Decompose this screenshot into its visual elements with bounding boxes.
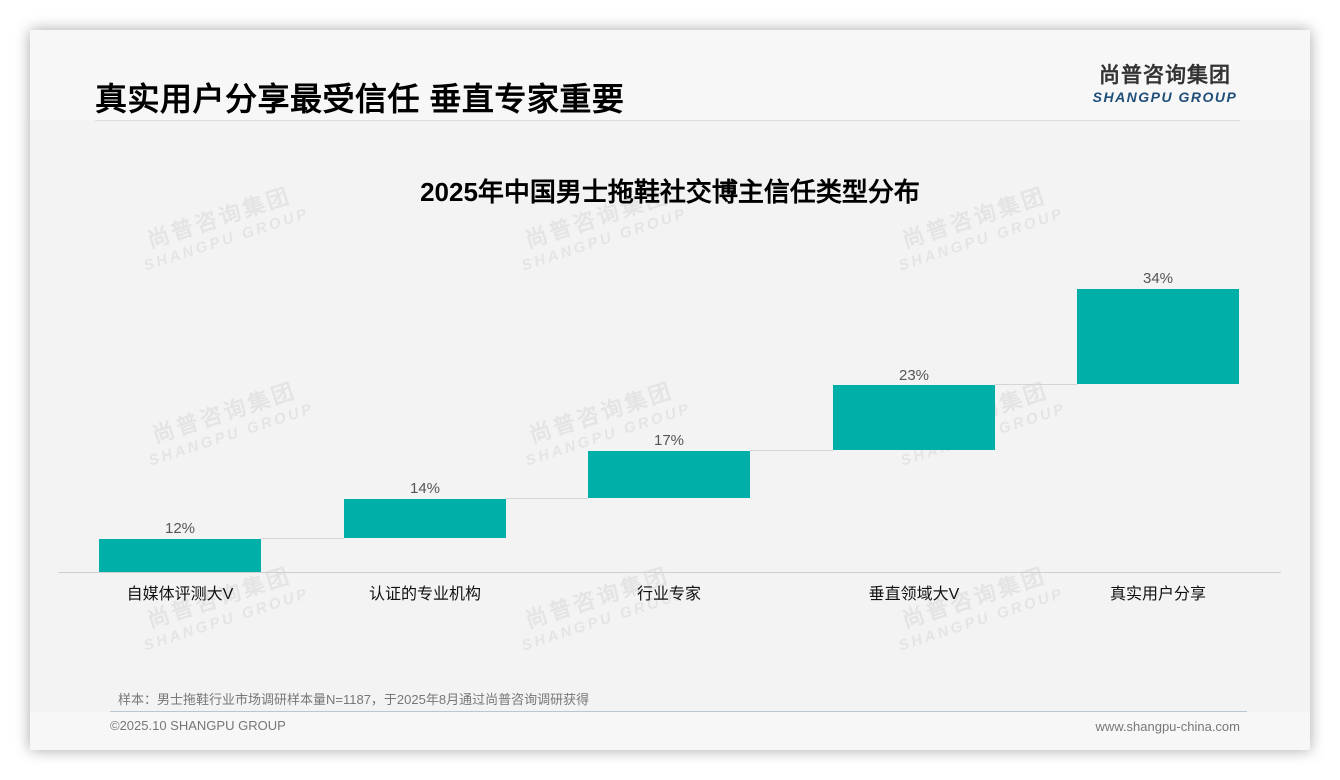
logo-cn-text: 尚普咨询集团 bbox=[1099, 64, 1231, 87]
bar-self-media-kol bbox=[99, 539, 261, 572]
x-axis-label: 认证的专业机构 bbox=[368, 586, 481, 603]
bar-industry-expert bbox=[588, 451, 750, 498]
title-divider bbox=[95, 120, 1240, 121]
connector-line bbox=[261, 538, 344, 539]
footer-band bbox=[30, 712, 1310, 750]
bar-certified-institution bbox=[344, 499, 506, 538]
connector-line bbox=[995, 384, 1077, 385]
connector-line bbox=[506, 498, 588, 499]
x-axis-label: 真实用户分享 bbox=[1109, 586, 1206, 603]
bar-value-label: 17% bbox=[653, 432, 685, 449]
bar-value-label: 14% bbox=[409, 480, 441, 497]
x-axis-line bbox=[58, 572, 1281, 573]
x-axis-label: 自媒体评测大V bbox=[126, 586, 234, 603]
footer-divider bbox=[110, 711, 1247, 712]
page-title: 真实用户分享最受信任 垂直专家重要 bbox=[95, 81, 625, 117]
bar-value-label: 23% bbox=[898, 367, 930, 384]
logo-en-text: SHANGPU GROUP bbox=[1092, 89, 1238, 105]
sample-note: 样本：男士拖鞋行业市场调研样本量N=1187，于2025年8月通过尚普咨询调研获… bbox=[118, 692, 590, 707]
bar-value-label: 34% bbox=[1142, 270, 1174, 287]
slide: 真实用户分享最受信任 垂直专家重要 尚普咨询集团 SHANGPU GROUP 尚… bbox=[30, 30, 1310, 750]
header-band bbox=[30, 30, 1310, 120]
copyright-text: ©2025.10 SHANGPU GROUP bbox=[110, 718, 286, 733]
chart-title: 2025年中国男士拖鞋社交博主信任类型分布 bbox=[420, 177, 920, 207]
bar-vertical-kol bbox=[833, 385, 995, 450]
x-axis-label: 垂直领域大V bbox=[868, 586, 960, 603]
bar-value-label: 12% bbox=[164, 520, 196, 537]
company-logo: 尚普咨询集团 SHANGPU GROUP bbox=[1085, 64, 1245, 106]
website-link[interactable]: www.shangpu-china.com bbox=[1095, 719, 1240, 734]
bar-real-user-sharing bbox=[1077, 289, 1239, 384]
connector-line bbox=[750, 450, 833, 451]
x-axis-label: 行业专家 bbox=[636, 586, 701, 603]
